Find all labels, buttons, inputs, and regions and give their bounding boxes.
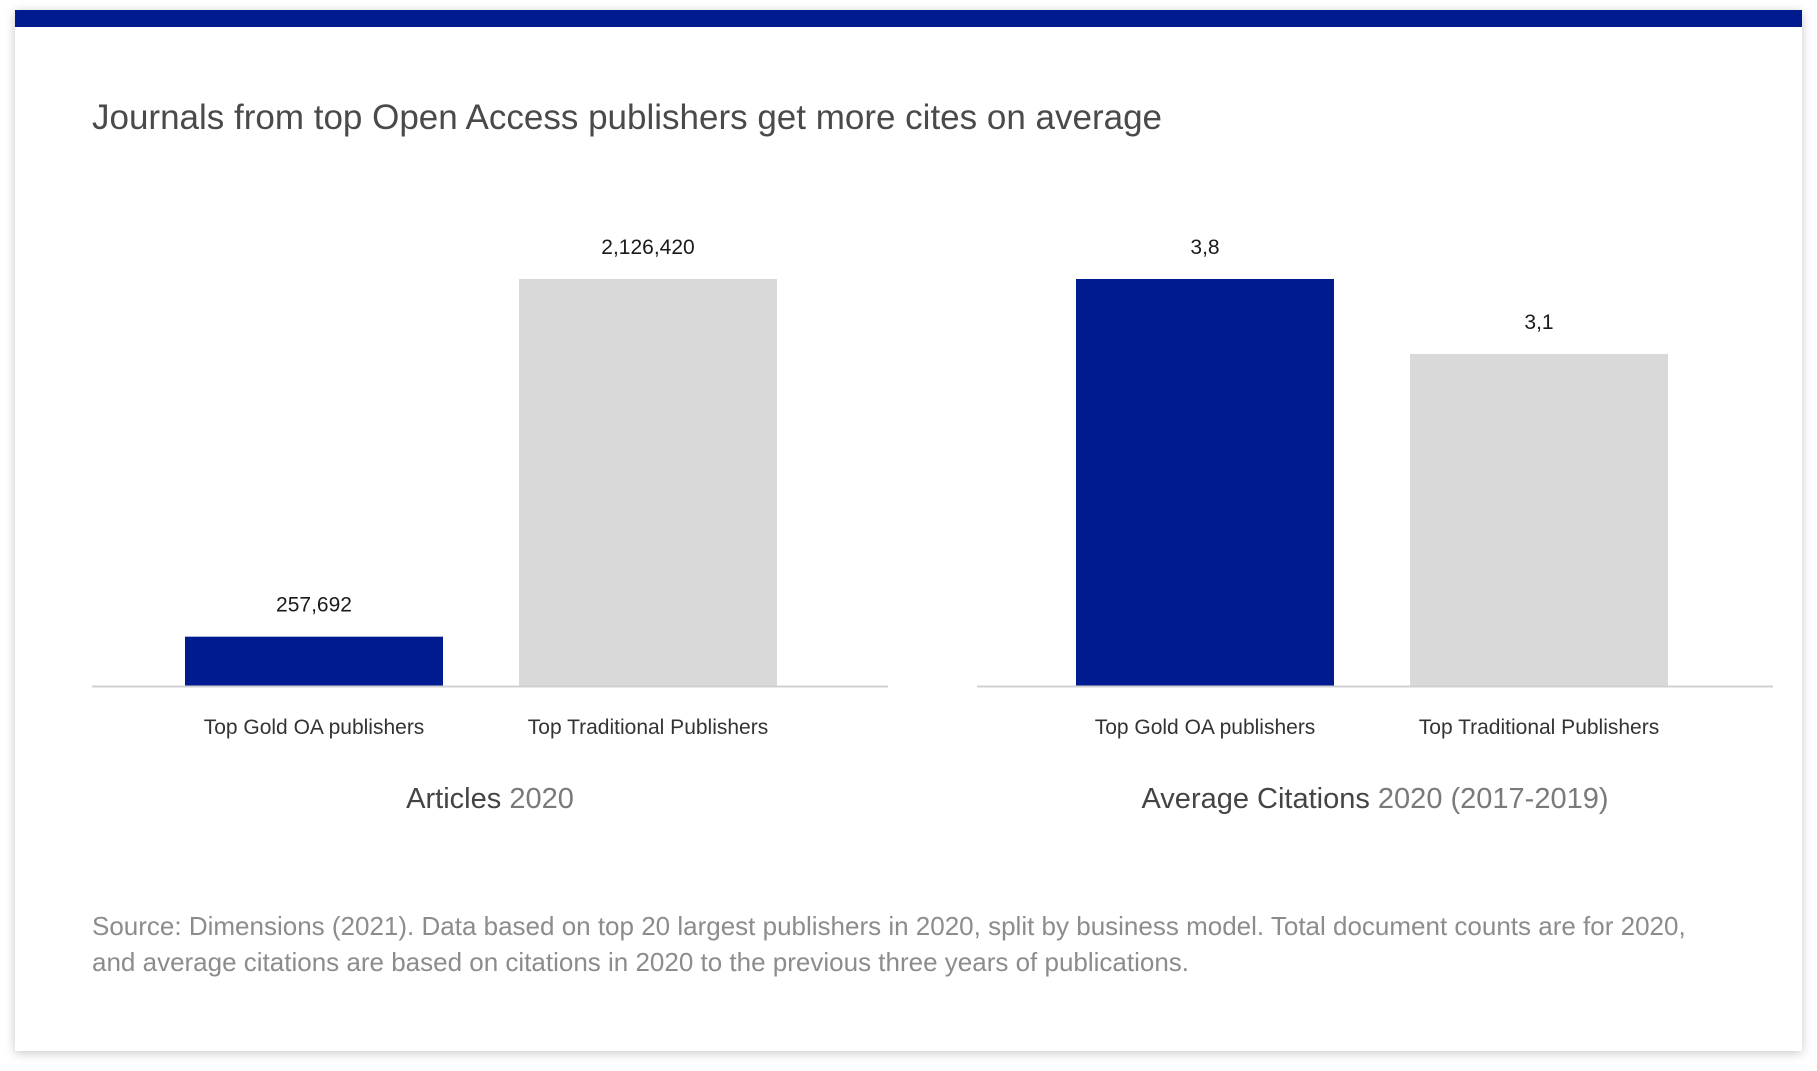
value-label: 257,692: [276, 594, 352, 617]
bar-1: [1410, 353, 1668, 686]
bar-0: [185, 636, 443, 686]
bar-charts: 257,692 Top Gold OA publishers 2,126,420 To…: [92, 236, 1773, 739]
accent-top-bar: [15, 10, 1802, 27]
source-note: Source: Dimensions (2021). Data based on…: [92, 911, 1686, 977]
caption-sub: 2020 (2017-2019): [1377, 783, 1609, 815]
chart-card: Journals from top Open Access publishers…: [15, 10, 1802, 1051]
category-label: Top Gold OA publishers: [1095, 716, 1316, 739]
category-label: Top Traditional Publishers: [1419, 716, 1659, 739]
value-label: 3,1: [1524, 311, 1553, 334]
caption-main: Articles: [406, 783, 502, 815]
category-label: Top Traditional Publishers: [528, 716, 768, 739]
category-label: Top Gold OA publishers: [204, 716, 425, 739]
chart-title: Journals from top Open Access publishers…: [92, 98, 1162, 137]
caption-main: Average Citations: [1141, 783, 1370, 815]
chart-panel-1: 3,8 Top Gold OA publishers 3,1 Top Traditio…: [977, 236, 1773, 739]
caption-sub: 2020: [509, 783, 574, 815]
bar-1: [519, 279, 777, 686]
chart-caption-articles: Articles 2020: [406, 783, 574, 816]
value-label: 3,8: [1190, 236, 1219, 259]
value-label: 2,126,420: [601, 236, 694, 259]
chart-caption-citations: Average Citations 2020 (2017-2019): [1141, 783, 1608, 816]
chart-panel-0: 257,692 Top Gold OA publishers 2,126,420 To…: [92, 236, 888, 739]
bar-0: [1076, 279, 1334, 686]
